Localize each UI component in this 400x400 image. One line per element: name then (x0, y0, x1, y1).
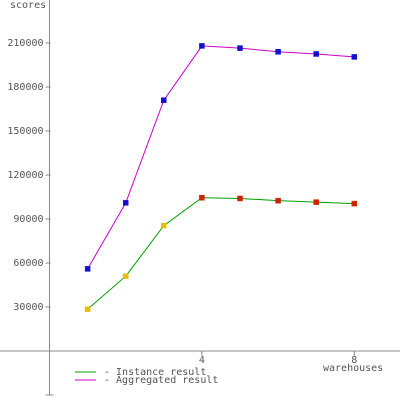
data-point (275, 197, 281, 204)
y-tick-label: 120000 (7, 170, 43, 181)
data-point (122, 273, 129, 279)
data-point (161, 222, 167, 229)
data-point (351, 200, 358, 207)
y-axis-label: scores (10, 0, 46, 11)
y-tick-label: 60000 (13, 258, 43, 269)
series-line (87, 197, 355, 310)
data-point (199, 43, 205, 49)
data-point (275, 49, 281, 55)
data-point (84, 306, 91, 312)
data-point (161, 97, 167, 103)
y-tick-label: 90000 (13, 214, 43, 225)
data-point (237, 45, 243, 51)
y-tick-label: 210000 (7, 38, 43, 49)
data-point (199, 194, 205, 201)
data-point (313, 51, 319, 57)
series-line (87, 45, 355, 270)
x-axis-label: warehouses (323, 363, 383, 374)
x-tick-label: 4 (199, 355, 205, 366)
y-tick-label: 30000 (13, 302, 43, 313)
y-tick-label: 180000 (7, 82, 43, 93)
legend-label: - Instance result (104, 367, 206, 378)
x-tick-label: 8 (351, 355, 357, 366)
legend-label: - Aggregated result (104, 375, 218, 386)
data-point (351, 54, 358, 60)
data-point (122, 200, 129, 206)
data-point (84, 266, 91, 272)
y-tick-label: 150000 (7, 126, 43, 137)
data-point (237, 195, 243, 202)
data-point (313, 199, 319, 205)
